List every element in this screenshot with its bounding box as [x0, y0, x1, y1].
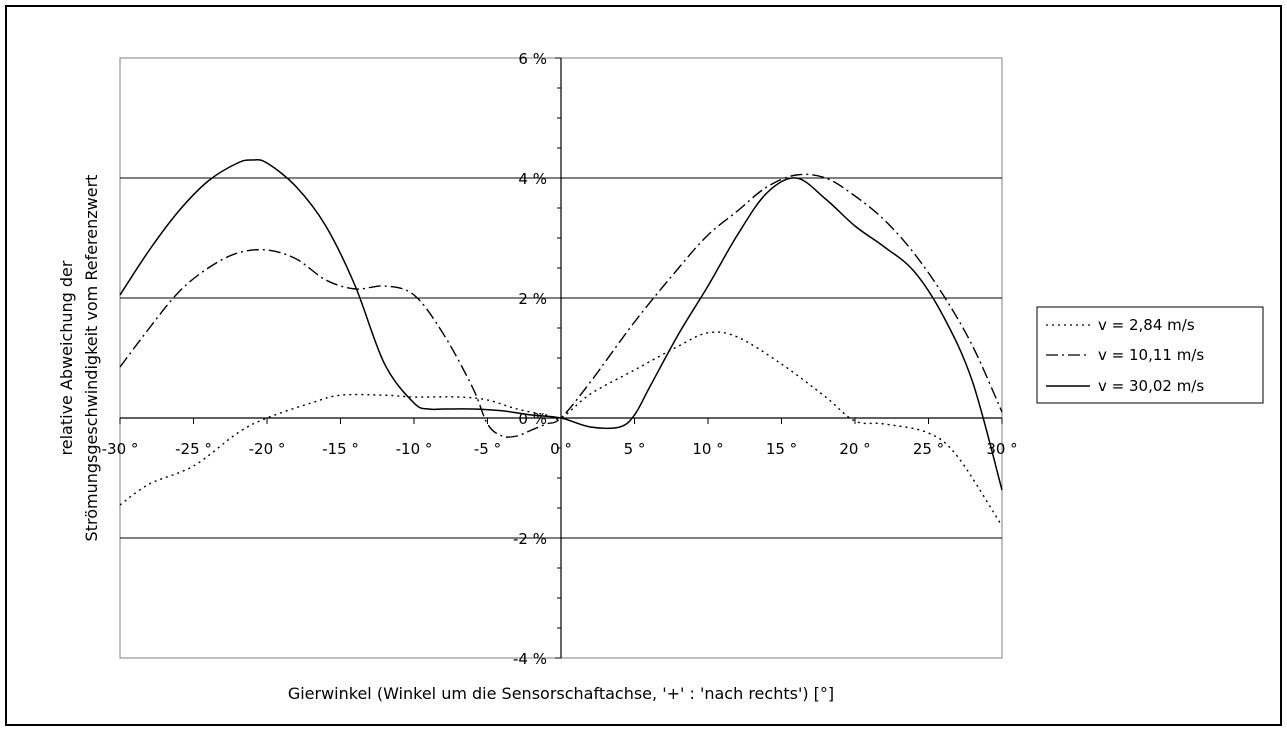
x-tick-label: -25 ° [175, 440, 212, 458]
x-tick-label: 25 ° [913, 440, 944, 458]
y-tick-label: -4 % [513, 650, 547, 668]
series-line-3 [119, 159, 1003, 491]
x-tick-label: 20 ° [839, 440, 870, 458]
x-tick-label: -15 ° [322, 440, 359, 458]
x-axis-title: Gierwinkel (Winkel um die Sensorschaftac… [288, 684, 834, 703]
legend-label-2: v = 10,11 m/s [1098, 346, 1204, 364]
x-tick-label: -10 ° [396, 440, 433, 458]
legend-label-3: v = 30,02 m/s [1098, 377, 1204, 395]
x-ticks: -30 ° -25 ° -20 ° -15 ° -10 ° -5 ° 0 ° 5 ° 10 ° 1… [102, 418, 1018, 458]
y-tick-label: 6 % [518, 50, 547, 68]
x-tick-label: 30 ° [986, 440, 1017, 458]
y-tick-label: -2 % [513, 530, 547, 548]
y-tick-label: 2 % [518, 290, 547, 308]
y-ticks: -4 %-2 %0 %2 %4 %6 % [513, 50, 561, 668]
legend-label-1: v = 2,84 m/s [1098, 316, 1195, 334]
y-tick-label: 4 % [518, 170, 547, 188]
chart-frame [5, 5, 1282, 726]
x-tick-label: -20 ° [249, 440, 286, 458]
x-tick-label: -30 ° [102, 440, 139, 458]
y-axis-title-line-1: relative Abweichung der [57, 260, 76, 455]
legend: v = 2,84 m/s v = 10,11 m/s v = 30,02 m/s [1036, 306, 1264, 404]
x-tick-label: 10 ° [692, 440, 723, 458]
series-line-2 [119, 173, 1003, 438]
x-tick-label: 5 ° [624, 440, 646, 458]
x-tick-label: 0 ° [550, 440, 572, 458]
series-lines [119, 159, 1003, 527]
x-tick-label: -5 ° [474, 440, 501, 458]
x-tick-label: 15 ° [766, 440, 797, 458]
y-axis-title-line-2: Strömungsgeschwindigkeit vom Referenzwer… [82, 175, 101, 542]
